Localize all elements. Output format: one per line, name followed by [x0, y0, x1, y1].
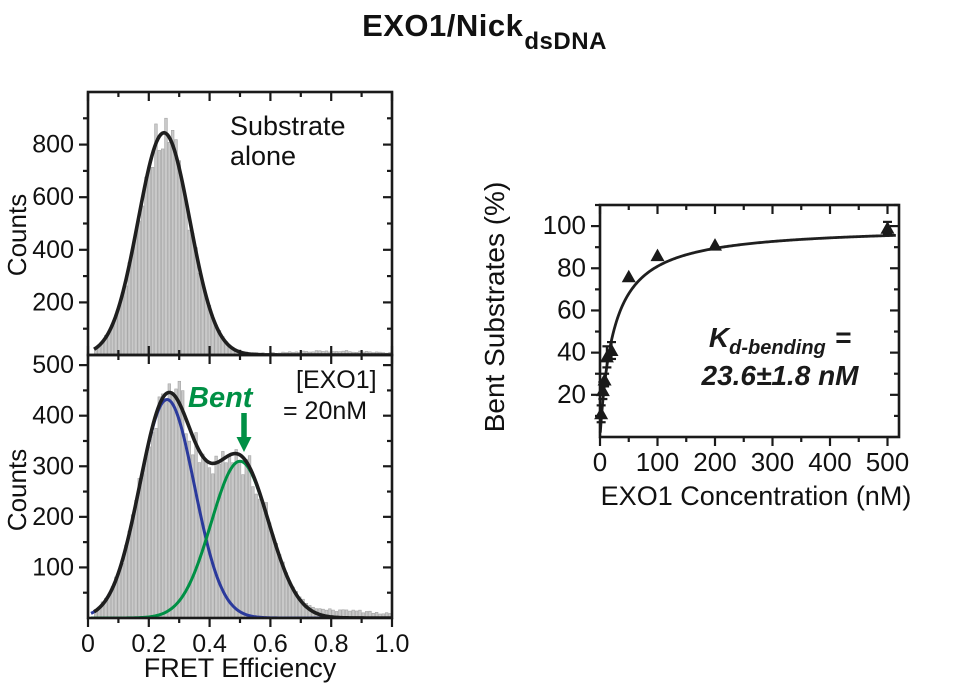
binding-fit-curve	[598, 233, 896, 433]
figure-title-main: EXO1/Nick	[362, 8, 524, 43]
plot-frame	[598, 203, 901, 439]
x-tick-label: 400	[808, 447, 851, 477]
y-tick-label: 800	[32, 131, 74, 159]
x-tick-label: 1.0	[375, 630, 410, 658]
y-tick-label: 400	[32, 402, 74, 430]
kd-subscript: d-bending	[729, 337, 826, 359]
y-tick-label: 300	[32, 452, 74, 480]
triangle-marker	[604, 343, 619, 357]
x-tick-label: 100	[636, 447, 679, 477]
y-tick-label: 60	[557, 294, 586, 324]
kd-symbol: K	[709, 322, 731, 353]
x-tick-label: 0.2	[131, 630, 166, 658]
y-tick-label: 80	[557, 252, 586, 282]
x-tick-label: 0	[593, 447, 607, 477]
x-tick-label: 200	[693, 447, 736, 477]
y-tick-label: 600	[32, 183, 74, 211]
fret-annotations: Substrate alone Bent [EXO1] = 20nM Count…	[2, 111, 377, 683]
x-tick-label: 300	[751, 447, 794, 477]
figure-title-subscript: dsDNA	[524, 28, 607, 56]
x-tick-label: 500	[866, 447, 909, 477]
binding-plot-layer: 20 40 60 80 100 0 100 200 300 400 500	[543, 203, 909, 477]
fret-plot-layer: 200 400 600 800 100 200 300 400 500 0 0.2 0.4 0.6 0.8…	[32, 90, 409, 658]
binding-annotations: Bent Substrates (%) EXO1 Concentration (…	[480, 182, 911, 511]
gaussian-fit-curve	[93, 130, 392, 355]
fret-panel-fret-top: 200 400 600 800	[32, 90, 394, 357]
data-points	[594, 220, 895, 424]
y-tick-label: 200	[32, 503, 74, 531]
x-tick-label: 0	[81, 630, 95, 658]
x-tick-label: 0.8	[314, 630, 349, 658]
binding-panel: 20 40 60 80 100 0 100 200 300 400 500	[543, 203, 909, 477]
exo1-concentration-label-line1: [EXO1]	[296, 366, 377, 394]
bent-substrates-axis-label: Bent Substrates (%)	[480, 182, 510, 433]
figure-title: EXO1/NickdsDNA	[0, 8, 968, 55]
x-tick-label: 0.6	[253, 630, 288, 658]
y-tick-label: 500	[32, 351, 74, 379]
y-tick-label: 20	[557, 379, 586, 409]
counts-axis-label-bottom: Counts	[2, 449, 32, 531]
fret-histograms-chart: 200 400 600 800 100 200 300 400 500 0 0.2 0.4 0.6 0.8…	[2, 90, 409, 683]
kd-bending-label: Kd-bending =	[709, 322, 851, 359]
triangle-marker	[880, 221, 895, 234]
bent-label: Bent	[188, 382, 254, 414]
binding-curve-chart: 20 40 60 80 100 0 100 200 300 400 500 Bent Substra…	[480, 182, 911, 511]
y-tick-label: 400	[32, 236, 74, 264]
triangle-marker	[650, 248, 665, 262]
fret-panel-fret-bottom: 100 200 300 400 500 0 0.2 0.4 0.6 0.8 1.0	[32, 351, 409, 658]
y-tick-label: 100	[32, 553, 74, 581]
kd-value: 23.6±1.8 nM	[701, 360, 860, 391]
y-tick-label: 40	[557, 337, 586, 367]
kd-equals: =	[835, 322, 851, 353]
y-tick-label: 100	[543, 210, 586, 240]
counts-axis-label-top: Counts	[2, 194, 32, 276]
x-tick-label: 0.4	[192, 630, 227, 658]
exo1-concentration-axis-label: EXO1 Concentration (nM)	[601, 481, 912, 511]
fret-efficiency-axis-label: FRET Efficiency	[144, 653, 337, 683]
substrate-alone-label-line1: Substrate	[230, 111, 346, 141]
substrate-alone-label-line2: alone	[230, 141, 296, 171]
exo1-concentration-label-line2: = 20nM	[283, 397, 367, 425]
triangle-marker	[621, 269, 636, 283]
y-tick-label: 200	[32, 288, 74, 316]
bent-arrow-icon	[236, 413, 252, 452]
triangle-marker	[708, 238, 722, 251]
